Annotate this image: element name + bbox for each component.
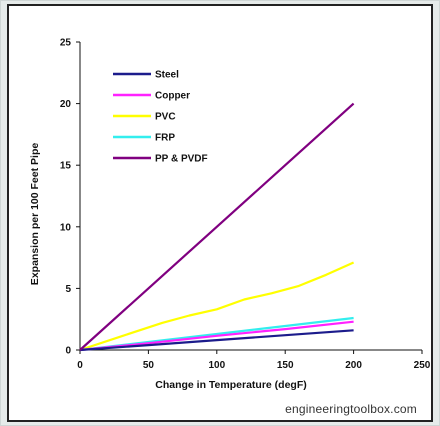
x-tick-label: 250: [414, 360, 431, 371]
y-tick-label: 5: [65, 284, 71, 295]
chart-panel: 0 5 10 15 20 25 0 50 100 150 200 250 Steel Copper PVC…: [7, 4, 433, 422]
legend-label: Steel: [155, 70, 179, 81]
y-tick-label: 20: [60, 99, 72, 110]
x-tick-label: 100: [208, 360, 225, 371]
y-axis-label: Expansion per 100 Feet Pipe: [29, 143, 41, 286]
legend-label: FRP: [155, 133, 175, 144]
legend: Steel Copper PVC FRP PP & PVDF: [113, 70, 208, 165]
x-tick-label: 50: [143, 360, 155, 371]
x-axis-label: Change in Temperature (degF): [155, 379, 307, 391]
x-tick-label: 200: [345, 360, 362, 371]
series-line-copper: [79, 320, 354, 352]
y-tick-label: 0: [65, 346, 71, 357]
series-lines: [79, 102, 355, 352]
x-tick-label: 0: [77, 360, 83, 371]
y-tick-label: 15: [60, 161, 72, 172]
x-tick-label: 150: [277, 360, 294, 371]
series-line-pvc: [79, 261, 355, 352]
source-credit: engineeringtoolbox.com: [285, 402, 417, 416]
series-line-steel: [79, 329, 354, 352]
series-line-pp-pvdf: [79, 102, 355, 351]
axes: [79, 42, 422, 351]
y-tick-label: 25: [60, 38, 72, 49]
legend-label: PVC: [155, 112, 176, 123]
y-tick-label: 10: [60, 222, 72, 233]
legend-label: PP & PVDF: [155, 154, 208, 165]
legend-label: Copper: [155, 91, 190, 102]
